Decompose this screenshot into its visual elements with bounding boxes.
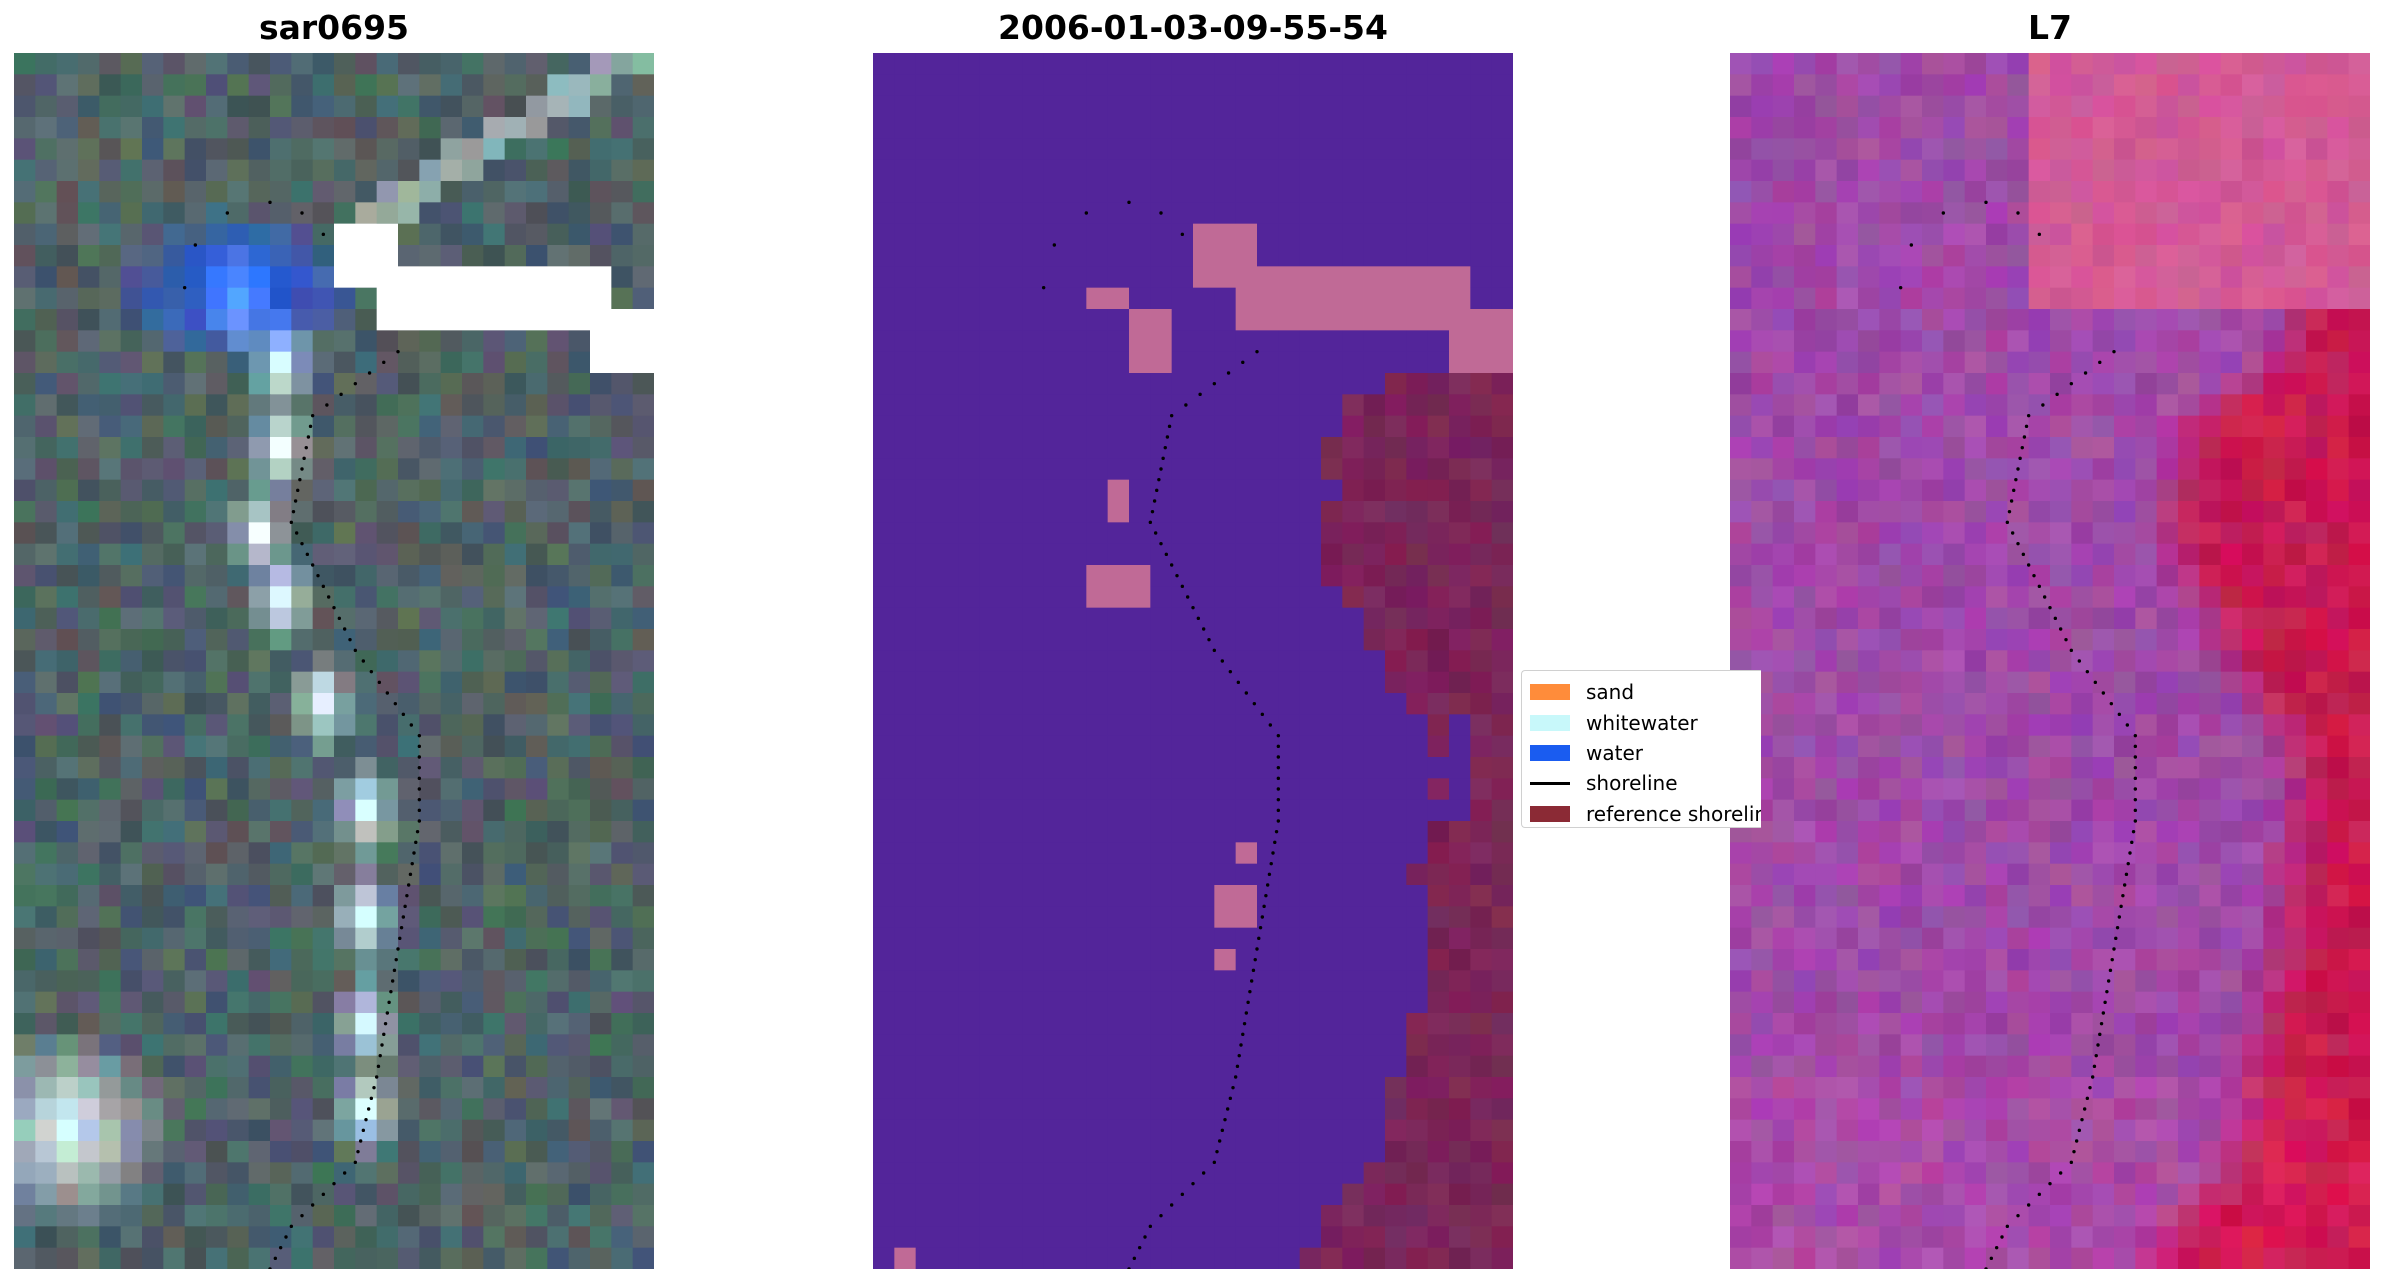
panel-title-rgb: sar0695 — [258, 8, 410, 47]
legend-item-reference-shoreline: reference shoreline — [1530, 799, 1761, 827]
rgb-image-panel — [14, 53, 654, 1269]
legend-item-sand: sand — [1530, 677, 1761, 707]
legend-swatch-whitewater — [1530, 714, 1570, 731]
panel-title-classified: 2006-01-03-09-55-54 — [998, 8, 1388, 47]
shoreline-dots — [1041, 200, 1281, 1269]
classified-pixels — [873, 53, 1513, 1269]
rgb-pixels — [14, 53, 654, 1269]
classified-image-panel — [873, 53, 1513, 1269]
legend-label-reference-shoreline: reference shoreline — [1586, 801, 1761, 826]
rgb-image — [14, 53, 654, 1269]
panel-title-index: L7 — [2028, 8, 2072, 47]
index-image — [1730, 53, 2370, 1269]
shoreline-dots — [1898, 200, 2138, 1269]
legend-label-water: water — [1586, 740, 1643, 765]
legend-swatch-sand — [1530, 684, 1570, 701]
legend-line-shoreline — [1530, 781, 1570, 785]
legend-label-sand: sand — [1586, 680, 1635, 705]
legend-item-whitewater: whitewater — [1530, 707, 1761, 737]
legend-swatch-water — [1530, 744, 1570, 761]
legend-label-whitewater: whitewater — [1586, 710, 1698, 735]
index-image-panel — [1730, 53, 2370, 1269]
legend-label-shoreline: shoreline — [1586, 771, 1678, 796]
index-pixels — [1730, 53, 2370, 1269]
legend-swatch-reference-shoreline — [1530, 805, 1570, 822]
legend: sand whitewater water shoreline referenc… — [1521, 670, 1761, 828]
shoreline-dots — [182, 200, 422, 1269]
legend-item-water: water — [1530, 738, 1761, 768]
legend-item-shoreline: shoreline — [1530, 768, 1761, 798]
classified-image — [873, 53, 1513, 1269]
